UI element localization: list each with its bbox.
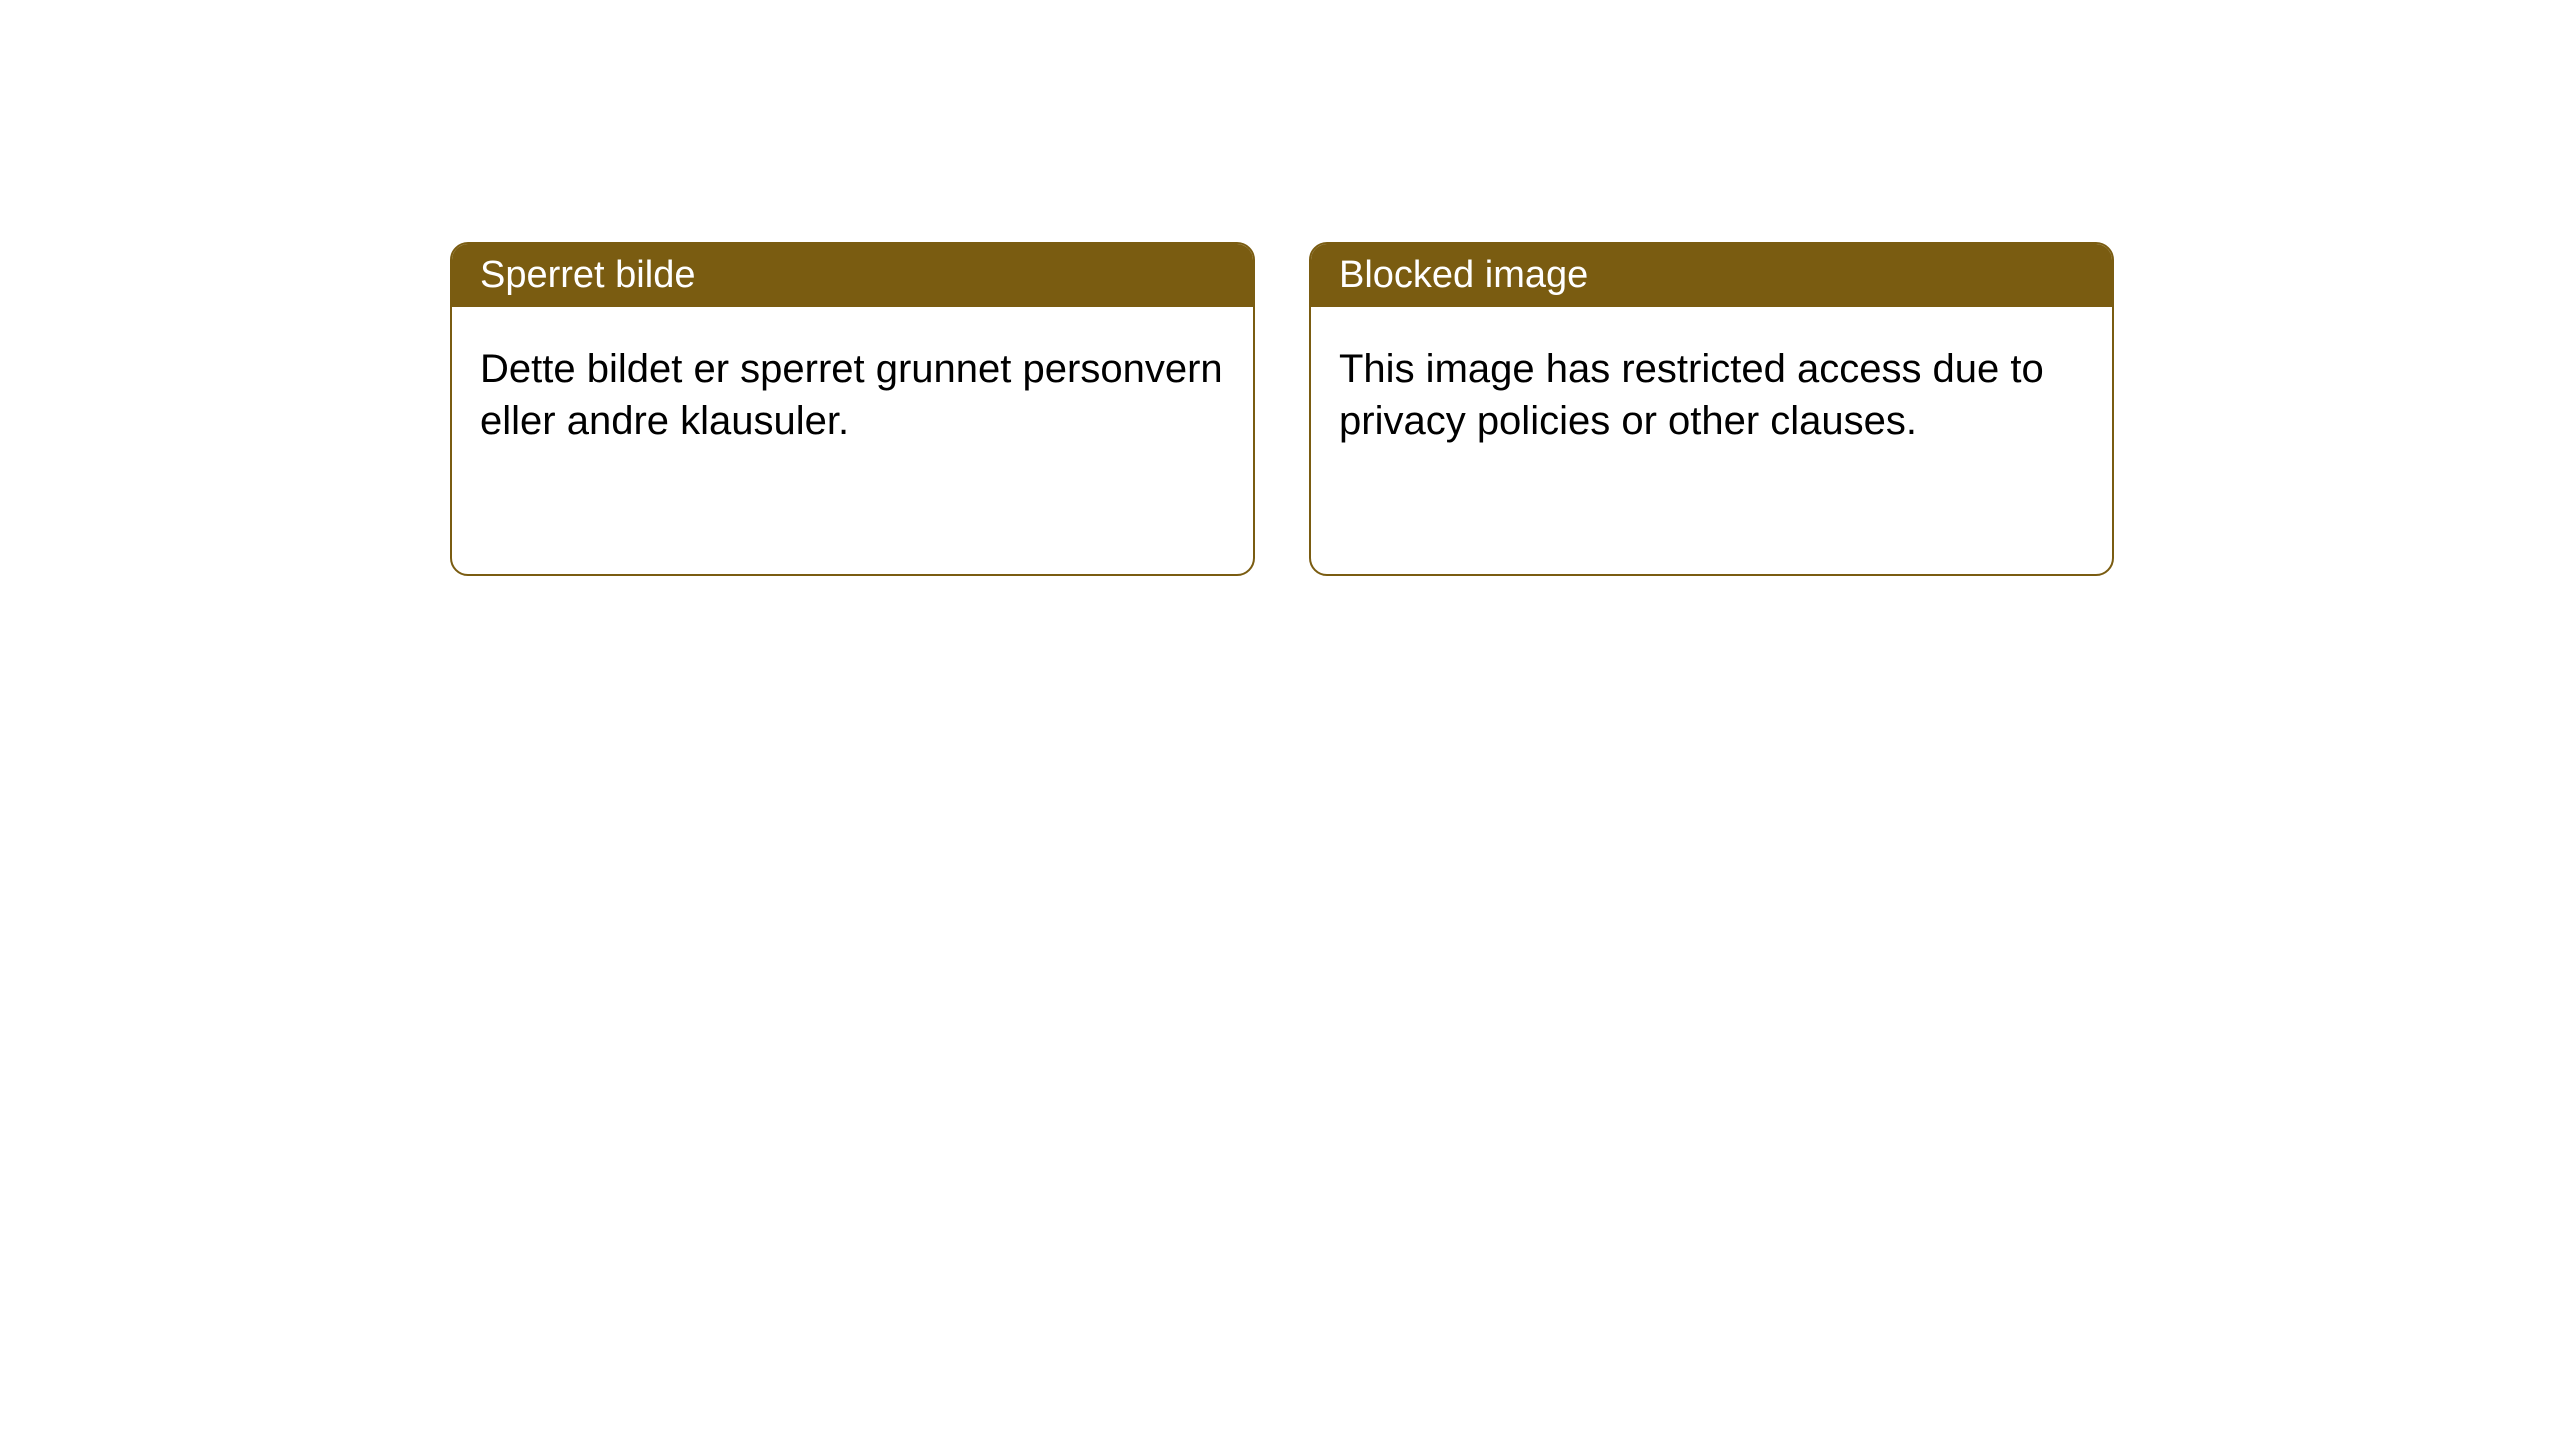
notice-card-body: This image has restricted access due to … bbox=[1311, 307, 2112, 483]
notice-card-text: This image has restricted access due to … bbox=[1339, 347, 2044, 443]
notice-card-text: Dette bildet er sperret grunnet personve… bbox=[480, 347, 1223, 443]
notice-card-english: Blocked image This image has restricted … bbox=[1309, 242, 2114, 576]
notice-card-header: Sperret bilde bbox=[452, 244, 1253, 307]
notice-card-header: Blocked image bbox=[1311, 244, 2112, 307]
notice-card-title: Blocked image bbox=[1339, 254, 1588, 296]
notice-card-body: Dette bildet er sperret grunnet personve… bbox=[452, 307, 1253, 483]
notice-card-title: Sperret bilde bbox=[480, 254, 695, 296]
notice-card-norwegian: Sperret bilde Dette bildet er sperret gr… bbox=[450, 242, 1255, 576]
notice-container: Sperret bilde Dette bildet er sperret gr… bbox=[0, 0, 2560, 576]
